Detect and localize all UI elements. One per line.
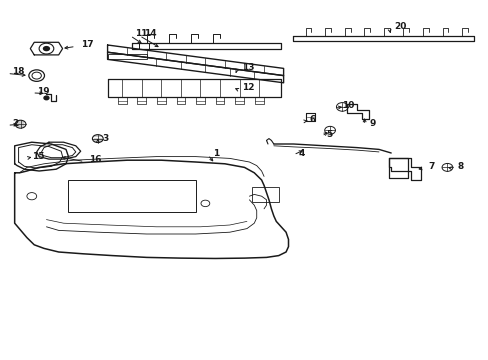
Text: 17: 17 (81, 40, 93, 49)
Text: 10: 10 (342, 102, 354, 110)
Text: 1: 1 (212, 149, 219, 158)
Circle shape (43, 46, 50, 51)
Text: 19: 19 (37, 86, 50, 95)
Bar (107, 54, 146, 59)
Text: 3: 3 (102, 134, 109, 143)
Text: 20: 20 (393, 22, 406, 31)
Text: 16: 16 (89, 155, 102, 164)
Text: 13: 13 (242, 63, 254, 72)
Circle shape (44, 96, 49, 100)
Text: 4: 4 (298, 149, 304, 158)
Text: 2: 2 (12, 119, 19, 128)
Text: 14: 14 (144, 29, 157, 38)
Bar (251, 187, 278, 202)
Text: 11: 11 (135, 29, 147, 38)
Text: 18: 18 (12, 67, 25, 76)
Text: 9: 9 (369, 119, 375, 128)
Text: 5: 5 (326, 130, 332, 139)
Text: 8: 8 (457, 162, 463, 171)
Text: 15: 15 (32, 152, 45, 161)
Bar (68, 180, 195, 212)
Text: 7: 7 (427, 162, 434, 171)
Text: 6: 6 (308, 115, 315, 124)
Text: 12: 12 (242, 83, 254, 92)
